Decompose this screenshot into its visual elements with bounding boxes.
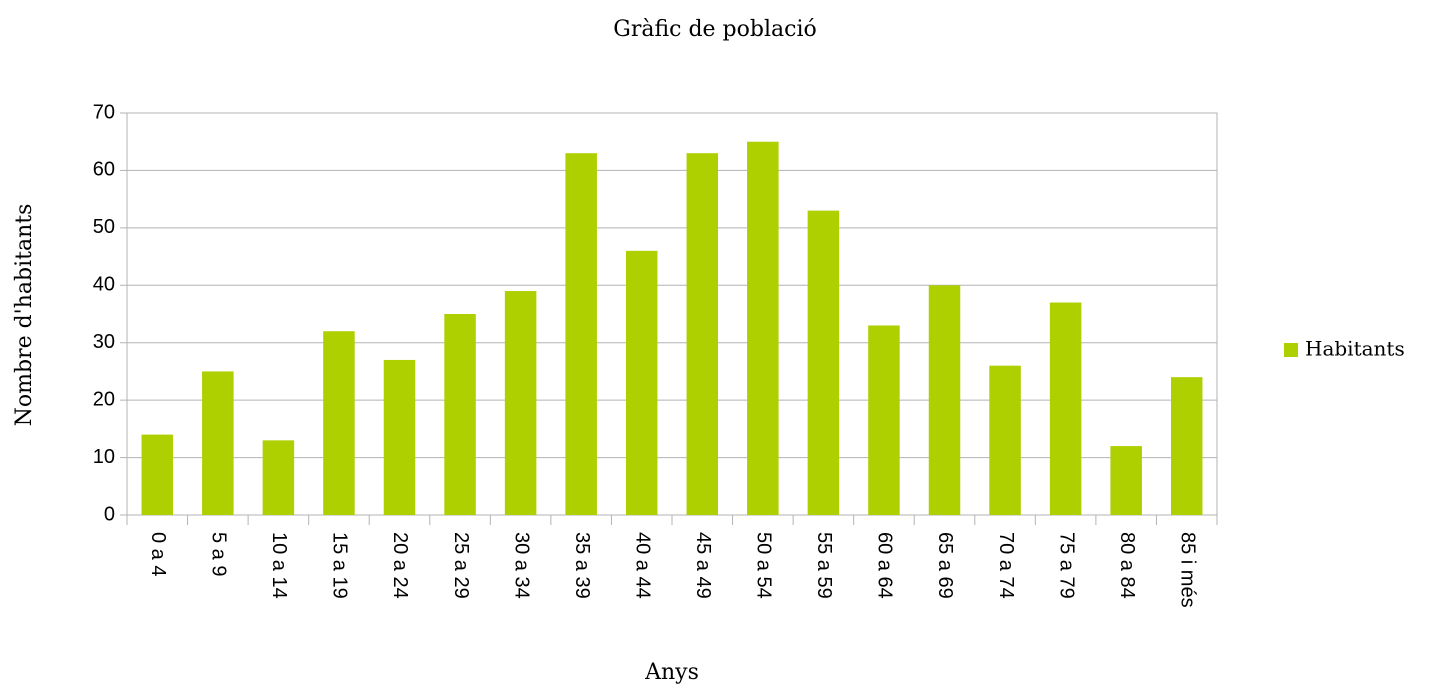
x-tick-label: 35 a 39 xyxy=(571,532,593,599)
bar xyxy=(747,141,779,515)
x-tick-label: 0 a 4 xyxy=(147,532,169,576)
chart-title: Gràfic de població xyxy=(613,17,816,42)
x-tick-label: 10 a 14 xyxy=(268,532,290,599)
x-tick-label: 60 a 64 xyxy=(874,532,896,599)
x-tick-label: 45 a 49 xyxy=(692,532,714,599)
x-tick-label: 30 a 34 xyxy=(510,532,532,599)
y-tick-label: 70 xyxy=(93,101,115,123)
y-tick-label: 30 xyxy=(93,331,115,353)
x-axis-label: Anys xyxy=(644,660,699,685)
x-tick-label: 55 a 59 xyxy=(813,532,835,599)
x-tick-label: 75 a 79 xyxy=(1055,532,1077,599)
bar xyxy=(1170,377,1203,515)
bar xyxy=(444,314,476,515)
y-tick-label: 50 xyxy=(93,216,115,238)
bar xyxy=(202,371,234,515)
x-tick-label: 70 a 74 xyxy=(995,532,1017,599)
bar xyxy=(989,365,1021,515)
x-tick-label: 20 a 24 xyxy=(389,532,411,599)
bar xyxy=(141,434,174,515)
y-tick-label: 60 xyxy=(93,159,115,181)
x-tick-label: 80 a 84 xyxy=(1116,532,1138,599)
bar xyxy=(323,331,355,515)
bar xyxy=(565,153,597,515)
bar xyxy=(1110,446,1142,515)
bar xyxy=(262,440,295,515)
bar xyxy=(868,325,900,515)
x-tick-label: 40 a 44 xyxy=(631,532,653,599)
x-tick-label: 50 a 54 xyxy=(753,532,775,599)
bar xyxy=(625,250,658,516)
bar xyxy=(383,359,416,515)
x-tick-label: 5 a 9 xyxy=(208,532,230,576)
x-tick-label: 85 i més xyxy=(1176,532,1198,608)
bar xyxy=(1049,302,1082,515)
x-tick-label: 15 a 19 xyxy=(329,532,351,599)
x-tick-label: 25 a 29 xyxy=(450,532,472,599)
x-tick-label: 65 a 69 xyxy=(934,532,956,599)
y-tick-label: 0 xyxy=(104,503,115,525)
bar xyxy=(504,291,537,515)
y-tick-label: 20 xyxy=(93,388,115,410)
bar xyxy=(928,285,961,515)
legend-swatch xyxy=(1284,343,1298,357)
y-axis-label: Nombre d'habitants xyxy=(12,204,37,427)
legend-label: Habitants xyxy=(1305,337,1405,361)
bar xyxy=(807,210,840,515)
bar xyxy=(686,153,719,515)
y-tick-label: 10 xyxy=(93,446,115,468)
y-tick-label: 40 xyxy=(93,274,115,296)
